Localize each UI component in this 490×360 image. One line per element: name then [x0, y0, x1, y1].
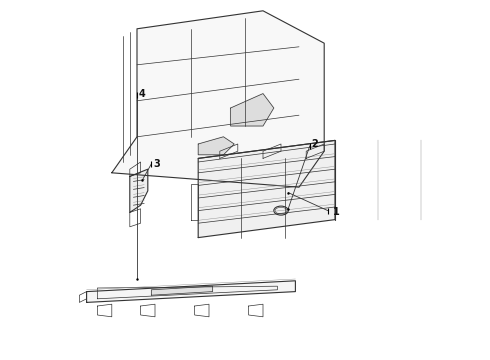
- Polygon shape: [87, 281, 295, 302]
- Text: 3: 3: [153, 159, 160, 169]
- Text: 1: 1: [333, 207, 340, 217]
- Polygon shape: [151, 286, 213, 295]
- Polygon shape: [198, 140, 335, 238]
- Polygon shape: [112, 11, 324, 187]
- Polygon shape: [198, 137, 234, 155]
- Polygon shape: [130, 169, 148, 212]
- Polygon shape: [231, 94, 274, 126]
- Text: 2: 2: [312, 139, 318, 149]
- Text: 4: 4: [139, 89, 146, 99]
